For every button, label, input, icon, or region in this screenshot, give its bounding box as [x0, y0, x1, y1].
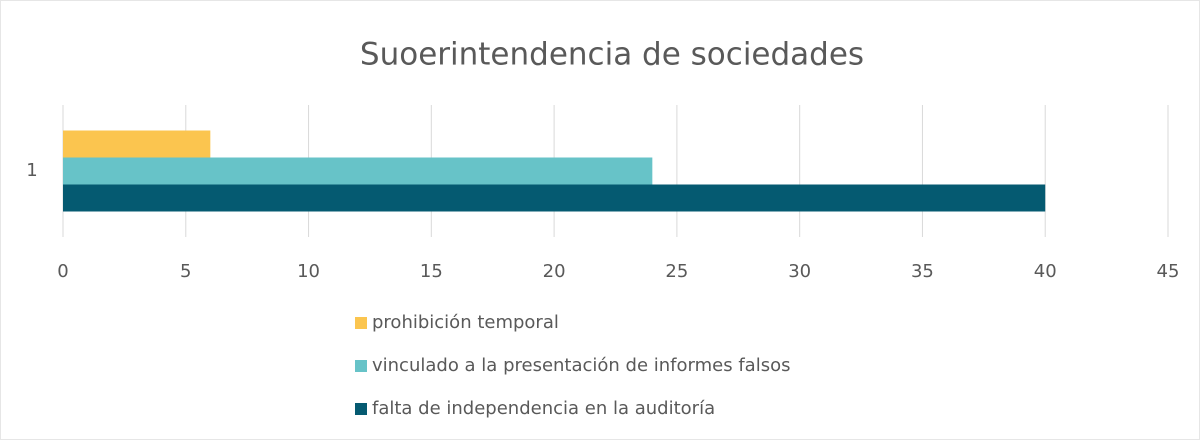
x-tick-label: 35	[911, 261, 934, 282]
x-tick-label: 15	[420, 261, 443, 282]
x-tick-label: 40	[1034, 261, 1057, 282]
bar	[63, 130, 211, 158]
legend-swatch	[355, 403, 367, 415]
x-tick-label: 20	[543, 261, 566, 282]
legend-swatch	[355, 317, 367, 329]
x-tick-label: 0	[57, 261, 68, 282]
x-tick-label: 25	[665, 261, 688, 282]
x-tick-label: 10	[297, 261, 320, 282]
legend-label: vinculado a la presentación de informes …	[372, 355, 790, 376]
chart-title: Suoerintendencia de sociedades	[360, 37, 864, 73]
bar	[63, 184, 1046, 212]
legend-label: prohibición temporal	[372, 312, 559, 333]
legend-swatch	[355, 360, 367, 372]
y-tick-label: 1	[26, 160, 37, 181]
x-tick-label: 45	[1157, 261, 1180, 282]
x-tick-label: 5	[180, 261, 191, 282]
legend-label: falta de independencia en la auditoría	[372, 398, 715, 419]
x-tick-label: 30	[788, 261, 811, 282]
bar	[63, 157, 653, 185]
